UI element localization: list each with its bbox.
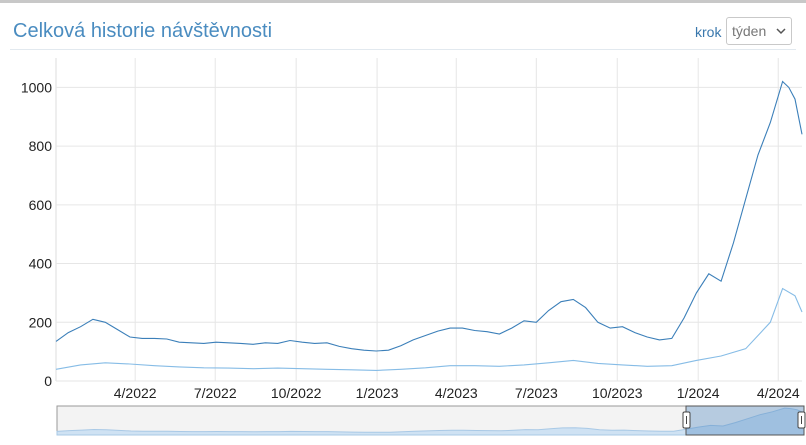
y-tick-label: 600 — [29, 197, 53, 213]
x-axis-ticks: 4/2022 7/2022 10/2022 1/2023 4/2023 7/2023 10/… — [114, 385, 800, 401]
y-tick-label: 1000 — [21, 79, 52, 95]
navigator — [56, 405, 806, 436]
navigator-selection[interactable] — [685, 405, 805, 436]
navigator-area — [56, 407, 805, 436]
x-tick-label: 4/2022 — [114, 385, 157, 401]
x-tick-label: 10/2022 — [271, 385, 322, 401]
x-tick-label: 10/2023 — [592, 385, 643, 401]
y-tick-label: 0 — [44, 373, 52, 389]
series-line-dark — [55, 80, 803, 352]
x-tick-label: 7/2023 — [515, 385, 558, 401]
chart-series — [55, 80, 803, 371]
title-divider — [10, 49, 796, 50]
x-tick-label: 7/2022 — [194, 385, 237, 401]
chart-grid — [55, 58, 802, 382]
x-tick-label: 1/2024 — [677, 385, 720, 401]
series-line-light — [55, 287, 803, 371]
y-axis-ticks: 0 200 400 600 800 1000 — [21, 79, 52, 389]
step-label: krok — [695, 24, 722, 40]
chevron-down-icon — [776, 28, 786, 35]
page-title: Celková historie návštěvnosti — [13, 20, 273, 42]
y-tick-label: 800 — [29, 138, 53, 154]
x-tick-label: 4/2024 — [757, 385, 800, 401]
step-select[interactable]: týden — [726, 17, 792, 45]
x-tick-label: 4/2023 — [435, 385, 478, 401]
x-tick-label: 1/2023 — [356, 385, 399, 401]
top-border — [0, 0, 806, 3]
step-select-value: týden — [732, 23, 767, 39]
y-tick-label: 200 — [29, 314, 53, 330]
y-tick-label: 400 — [29, 256, 53, 272]
